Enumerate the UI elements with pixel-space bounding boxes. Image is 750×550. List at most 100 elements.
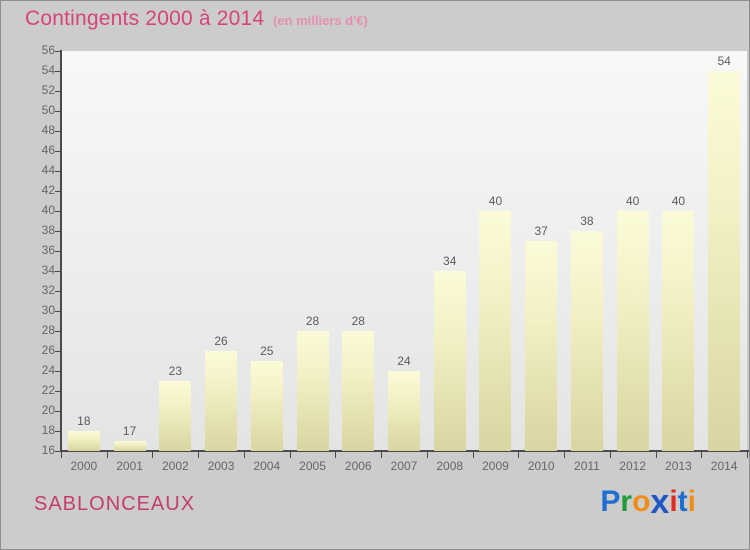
bar[interactable] [205, 351, 238, 451]
x-axis-tick [381, 452, 382, 458]
y-axis-label: 44 [41, 163, 55, 177]
logo-letter-i-second: i [687, 485, 696, 518]
bar[interactable] [479, 211, 512, 451]
y-axis-label: 28 [41, 323, 55, 337]
y-axis-label: 40 [41, 203, 55, 217]
bar[interactable] [342, 331, 375, 451]
x-axis-label: 2013 [665, 459, 692, 473]
x-axis-label: 2007 [390, 459, 418, 473]
x-axis-tick [518, 452, 519, 458]
x-axis-label: 2012 [619, 459, 646, 473]
y-axis-label: 20 [41, 403, 55, 417]
y-axis-label: 56 [41, 43, 55, 57]
logo-letter-t: t [677, 485, 688, 518]
y-axis-label: 48 [41, 123, 55, 137]
bar-value-label: 28 [305, 314, 320, 328]
x-axis-tick [427, 452, 428, 458]
bar-value-label: 26 [214, 334, 228, 348]
bar-value-label: 54 [717, 54, 731, 68]
page-title: Contingents 2000 à 2014 [25, 7, 265, 30]
x-axis-label: 2014 [710, 459, 738, 473]
logo-letter-r: r [620, 485, 633, 518]
x-axis-label: 2009 [482, 459, 509, 473]
chart-subtitle: (en milliers d'€) [273, 13, 368, 28]
x-axis-tick [610, 452, 611, 458]
y-axis-tick [55, 451, 62, 452]
y-axis-tick [55, 371, 62, 372]
bar-value-label: 34 [443, 254, 457, 268]
proxiti-logo: Proxiti [600, 483, 696, 519]
y-axis-tick [55, 91, 62, 92]
x-axis-tick [473, 452, 474, 458]
bar[interactable] [250, 361, 283, 451]
x-axis-label: 2004 [253, 459, 281, 473]
y-axis-label: 26 [41, 343, 55, 357]
x-axis-label: 2006 [344, 459, 372, 473]
x-axis-label: 2010 [527, 459, 555, 473]
y-axis-tick [55, 51, 62, 52]
logo-letter-x: x [650, 483, 670, 521]
y-axis-label: 46 [41, 143, 55, 157]
x-axis-label: 2001 [116, 459, 143, 473]
y-axis-tick [55, 191, 62, 192]
y-axis-tick [55, 391, 62, 392]
y-axis-tick [55, 211, 62, 212]
bar[interactable] [433, 271, 466, 451]
bar-value-label: 18 [77, 414, 91, 428]
bar[interactable] [708, 71, 741, 451]
x-axis-label: 2011 [574, 459, 600, 473]
bar-value-label: 28 [351, 314, 365, 328]
x-axis-label: 2002 [161, 459, 189, 473]
y-axis-label: 38 [41, 223, 55, 237]
bar[interactable] [113, 441, 146, 451]
bar[interactable] [296, 331, 329, 451]
y-axis-tick [55, 431, 62, 432]
y-axis-tick [55, 291, 62, 292]
bar-value-label: 24 [397, 354, 411, 368]
bar[interactable] [570, 231, 603, 451]
x-axis-label: 2008 [436, 459, 464, 473]
y-axis-label: 24 [41, 363, 55, 377]
y-axis-label: 52 [41, 83, 55, 97]
chart-footer: SABLONCEAUX Proxiti [1, 471, 749, 549]
x-axis-tick [152, 452, 153, 458]
x-axis-tick [61, 452, 62, 458]
bar[interactable] [616, 211, 649, 451]
y-axis-tick [55, 111, 62, 112]
x-axis-tick [107, 452, 108, 458]
bar[interactable] [662, 211, 695, 451]
bar[interactable] [525, 241, 558, 451]
chart-header: Contingents 2000 à 2014 (en milliers d'€… [1, 1, 749, 37]
bar-value-label: 37 [534, 224, 548, 238]
y-axis-tick [55, 271, 62, 272]
y-axis-label: 42 [41, 183, 55, 197]
bar-value-label: 40 [671, 194, 686, 208]
x-axis-tick [335, 452, 336, 458]
bar-value-label: 17 [122, 424, 137, 438]
bar-value-label: 25 [260, 344, 274, 358]
y-axis-label: 36 [41, 243, 55, 257]
x-axis-tick [564, 452, 565, 458]
logo-letter-p: P [600, 485, 621, 518]
bar-value-label: 38 [580, 214, 594, 228]
y-axis-tick [55, 71, 62, 72]
y-axis-label: 16 [41, 443, 55, 457]
x-axis-tick [290, 452, 291, 458]
y-axis-label: 30 [41, 303, 55, 317]
bar-value-label: 40 [488, 194, 503, 208]
logo-letter-o: o [632, 485, 651, 518]
x-axis-tick [747, 452, 748, 458]
logo-letter-i-first: i [669, 485, 678, 518]
x-axis-tick [244, 452, 245, 458]
bar[interactable] [388, 371, 420, 451]
bar[interactable] [67, 431, 100, 451]
bar[interactable] [159, 381, 192, 451]
y-axis-tick [55, 231, 62, 232]
y-axis-tick [55, 251, 62, 252]
y-axis-label: 32 [41, 283, 55, 297]
commune-label: SABLONCEAUX [34, 493, 196, 515]
x-axis-label: 2003 [207, 459, 235, 473]
bar-value-label: 40 [625, 194, 640, 208]
y-axis-label: 18 [41, 423, 55, 437]
